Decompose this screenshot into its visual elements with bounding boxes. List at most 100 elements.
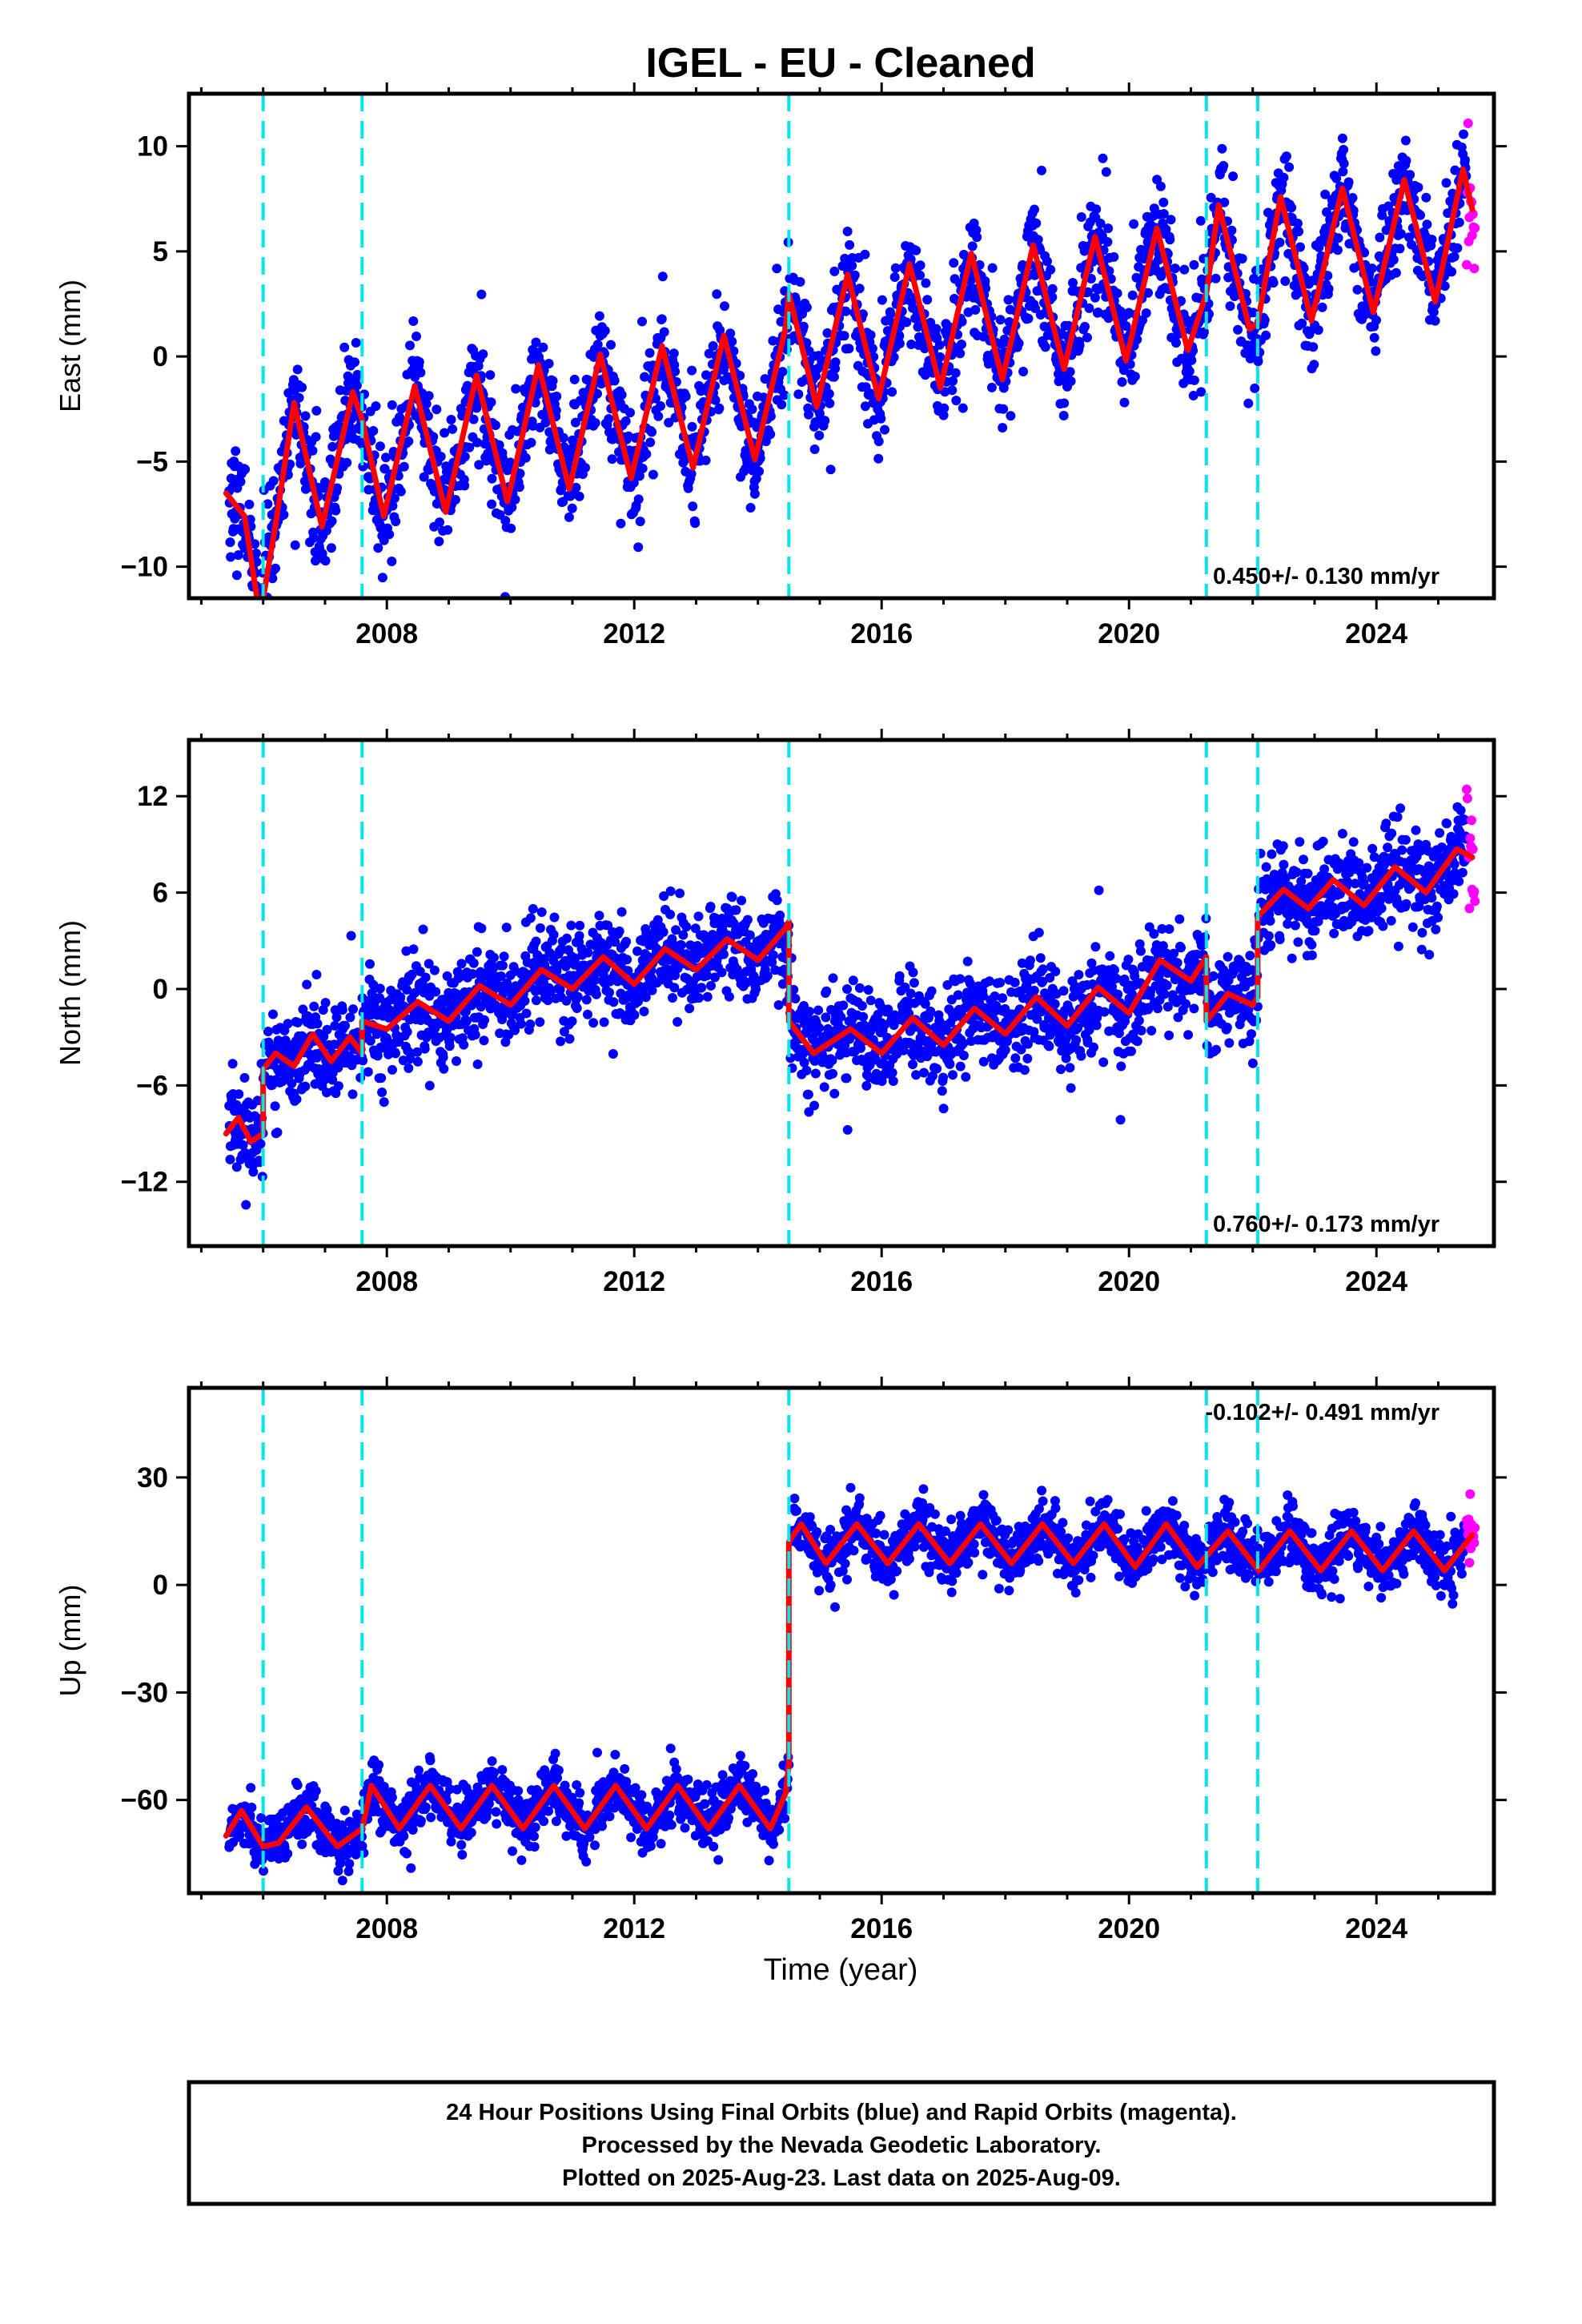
final-orbit-point xyxy=(821,1012,831,1023)
final-orbit-point xyxy=(1010,1053,1021,1063)
final-orbit-point xyxy=(549,912,560,923)
final-orbit-point xyxy=(1299,854,1308,865)
final-orbit-point xyxy=(424,391,434,401)
final-orbit-point xyxy=(665,886,676,896)
final-orbit-point xyxy=(961,1072,971,1082)
final-orbit-point xyxy=(1166,215,1176,225)
final-orbit-point xyxy=(446,415,456,424)
final-orbit-point xyxy=(1164,1030,1174,1040)
final-orbit-point xyxy=(962,956,973,967)
final-orbit-point xyxy=(599,1017,609,1027)
final-orbit-point xyxy=(1279,172,1289,183)
final-orbit-point xyxy=(798,321,809,332)
final-orbit-point xyxy=(614,926,624,936)
final-orbit-point xyxy=(1268,278,1279,288)
final-orbit-point xyxy=(881,316,891,326)
final-orbit-point xyxy=(1074,970,1084,980)
final-orbit-point xyxy=(685,1003,695,1014)
final-orbit-point xyxy=(669,348,679,359)
final-orbit-point xyxy=(676,940,686,951)
final-orbit-point xyxy=(690,518,701,529)
final-orbit-point xyxy=(1130,971,1140,981)
final-orbit-point xyxy=(1099,1007,1110,1017)
final-orbit-point xyxy=(365,1035,375,1046)
final-orbit-point xyxy=(710,395,721,405)
final-orbit-point xyxy=(311,970,322,979)
final-orbit-point xyxy=(921,278,931,288)
final-orbit-point xyxy=(402,984,412,995)
final-orbit-point xyxy=(1032,1014,1042,1024)
final-orbit-point xyxy=(507,502,517,513)
final-orbit-point xyxy=(1195,215,1206,226)
final-orbit-point xyxy=(456,959,467,969)
final-orbit-point xyxy=(1091,1020,1102,1031)
final-orbit-point xyxy=(986,382,997,392)
final-orbit-point xyxy=(1181,999,1191,1009)
final-orbit-point xyxy=(381,452,391,463)
final-orbit-point xyxy=(645,437,656,448)
final-orbit-point xyxy=(751,473,761,484)
final-orbit-point xyxy=(251,549,261,558)
x-tick-label: 2012 xyxy=(603,618,665,649)
final-orbit-point xyxy=(287,1078,297,1088)
final-orbit-point xyxy=(421,399,432,409)
final-orbit-point xyxy=(461,1016,472,1027)
final-orbit-point xyxy=(476,923,487,934)
final-orbit-point xyxy=(416,368,426,378)
final-orbit-point xyxy=(701,370,711,380)
final-orbit-point xyxy=(841,306,851,316)
final-orbit-point xyxy=(231,1162,242,1172)
final-orbit-point xyxy=(1280,276,1291,286)
final-orbit-point xyxy=(363,1067,373,1077)
final-orbit-point xyxy=(375,441,385,452)
final-orbit-point xyxy=(702,991,713,1002)
final-orbit-point xyxy=(793,389,804,400)
final-orbit-point xyxy=(998,993,1008,1003)
final-orbit-point xyxy=(439,1063,449,1074)
final-orbit-point xyxy=(939,403,950,413)
final-orbit-point xyxy=(665,909,676,919)
final-orbit-point xyxy=(659,327,669,337)
final-orbit-point xyxy=(407,969,417,979)
final-orbit-point xyxy=(908,1059,917,1070)
final-orbit-point xyxy=(822,328,833,338)
final-orbit-point xyxy=(1245,951,1255,961)
final-orbit-point xyxy=(468,969,478,979)
final-orbit-point xyxy=(1253,356,1263,367)
final-orbit-point xyxy=(1065,367,1075,377)
final-orbit-point xyxy=(445,1032,456,1043)
final-orbit-point xyxy=(687,421,697,432)
final-orbit-point xyxy=(520,995,530,1006)
final-orbit-point xyxy=(555,984,565,995)
final-orbit-point xyxy=(849,270,860,280)
final-orbit-point xyxy=(1338,167,1348,177)
final-orbit-point xyxy=(302,979,312,990)
final-orbit-point xyxy=(373,543,383,553)
final-orbit-point xyxy=(1320,189,1331,199)
final-orbit-point xyxy=(352,369,363,380)
final-orbit-point xyxy=(365,959,375,969)
final-orbit-point xyxy=(714,403,725,413)
final-orbit-point xyxy=(720,301,729,312)
final-orbit-point xyxy=(1000,1045,1010,1055)
final-orbit-point xyxy=(348,1004,358,1015)
final-orbit-point xyxy=(268,1009,278,1019)
final-orbit-point xyxy=(1119,397,1130,408)
final-orbit-point xyxy=(927,1071,938,1081)
final-orbit-point xyxy=(955,1061,966,1072)
final-orbit-point xyxy=(292,364,303,375)
final-orbit-point xyxy=(514,482,524,493)
final-orbit-point xyxy=(551,405,561,416)
final-orbit-point xyxy=(1296,876,1307,887)
final-orbit-point xyxy=(1332,245,1343,255)
final-orbit-point xyxy=(671,925,681,935)
final-orbit-point xyxy=(371,401,381,412)
final-orbit-point xyxy=(1313,325,1323,336)
final-orbit-point xyxy=(1065,1063,1075,1073)
final-orbit-point xyxy=(515,468,525,479)
final-orbit-point xyxy=(1068,278,1078,288)
final-orbit-point xyxy=(300,411,311,421)
final-orbit-point xyxy=(1395,243,1405,254)
final-orbit-point xyxy=(836,1011,846,1022)
final-orbit-point xyxy=(1038,976,1048,987)
